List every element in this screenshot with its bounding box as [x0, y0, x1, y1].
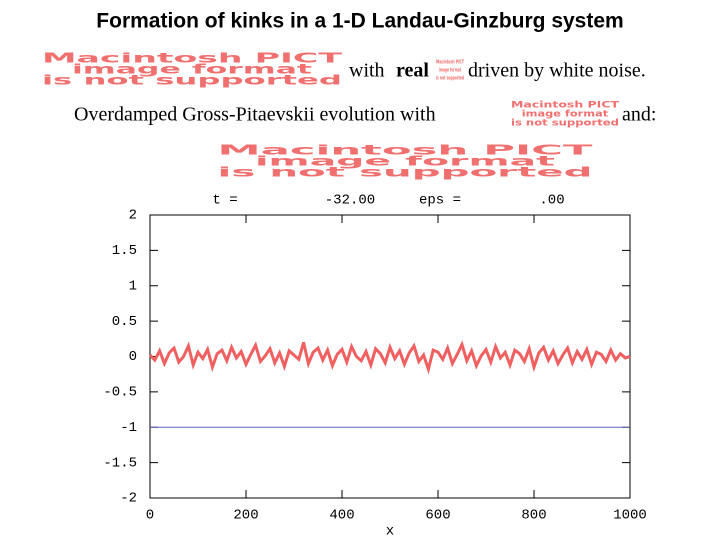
slide-title: Formation of kinks in a 1-D Landau-Ginzb… — [96, 10, 623, 33]
y-tick-label: 1.5 — [112, 243, 137, 259]
x-tick-label: 600 — [425, 508, 450, 524]
unsupported-image-text: is not supported — [218, 166, 593, 181]
y-tick-label: 2 — [129, 208, 137, 224]
annotation: .00 — [539, 193, 564, 209]
x-tick-label: 800 — [521, 508, 546, 524]
text: and: — [622, 104, 656, 126]
y-tick-label: 0.5 — [112, 314, 137, 330]
unsupported-image-text: Macintosh PICT — [511, 101, 620, 111]
unsupported-image-text: Macintosh PICT — [218, 144, 593, 159]
y-tick-label: -1 — [120, 420, 137, 436]
text: with — [349, 60, 385, 82]
unsupported-image-text: Macintosh PICT — [436, 60, 464, 66]
annotation: eps = — [419, 193, 461, 209]
text: Overdamped Gross-Pitaevskii evolution wi… — [74, 104, 436, 126]
x-axis-label: x — [386, 524, 394, 540]
unsupported-image-text: image format — [522, 110, 609, 120]
unsupported-image-text: is not supported — [511, 119, 619, 129]
y-tick-label: -1.5 — [103, 455, 137, 471]
unsupported-image-text: is not supported — [436, 76, 464, 82]
unsupported-image-text: Macintosh PICT — [42, 52, 342, 67]
y-tick-label: 0 — [129, 349, 137, 365]
x-tick-label: 200 — [233, 508, 258, 524]
unsupported-image-text: image format — [255, 155, 555, 170]
x-tick-label: 400 — [329, 508, 354, 524]
unsupported-image-text: image format — [439, 68, 462, 74]
y-tick-label: -2 — [120, 491, 137, 507]
text: driven by white noise. — [468, 60, 646, 82]
y-tick-label: 1 — [129, 278, 137, 294]
unsupported-image-text: is not supported — [42, 74, 342, 89]
x-tick-label: 1000 — [613, 508, 647, 524]
annotation: t = — [212, 193, 237, 209]
unsupported-image-text: image format — [72, 63, 312, 78]
annotation: -32.00 — [325, 193, 375, 209]
x-tick-label: 0 — [146, 508, 154, 524]
text: real — [396, 60, 429, 82]
y-tick-label: -0.5 — [103, 385, 137, 401]
data-line — [148, 340, 631, 375]
plot-frame — [149, 214, 631, 499]
